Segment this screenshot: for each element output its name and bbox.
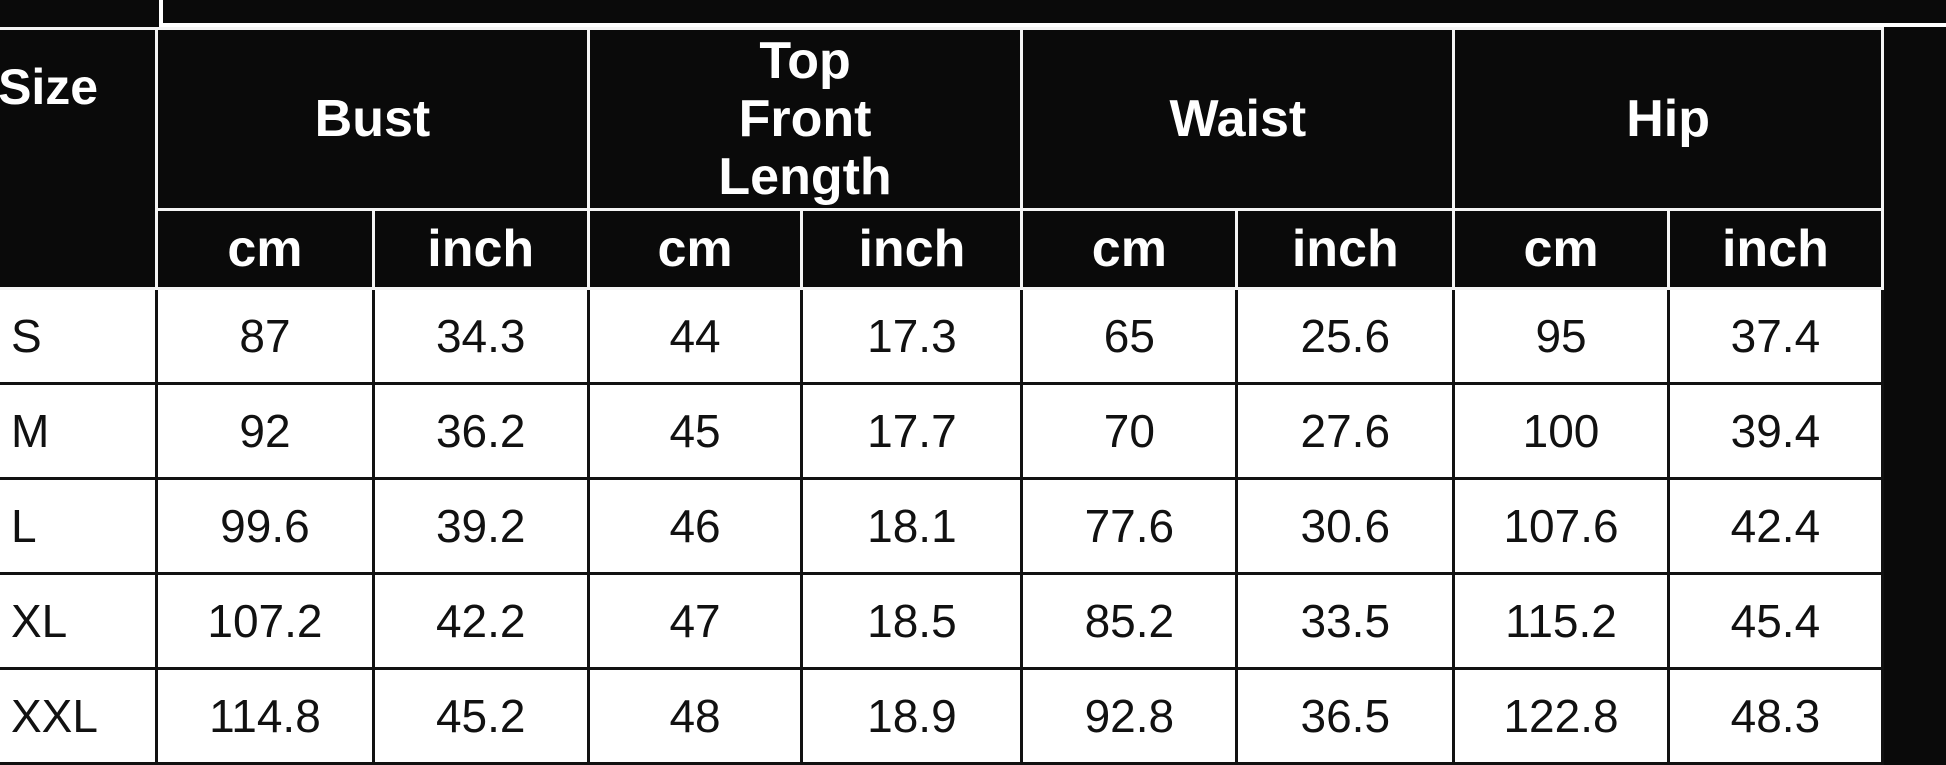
measurement-cell: 39.4 (1666, 382, 1885, 480)
top-banner-strip (159, 0, 1946, 27)
measurement-cell: 18.1 (800, 477, 1024, 575)
measurement-cell: 25.6 (1235, 287, 1456, 385)
group-header-waist: Waist (1020, 27, 1456, 211)
size-cell: M (0, 382, 159, 480)
unit-header-cm: cm (1452, 208, 1670, 290)
measurement-cell: 48 (586, 667, 804, 765)
unit-header-row: cm inch cm inch cm inch cm inch (0, 208, 1885, 290)
measurement-cell: 87 (155, 287, 375, 385)
unit-header-inch: inch (1666, 208, 1885, 290)
group-header-label: Top Front Length (718, 32, 892, 206)
measurement-cell: 18.9 (800, 667, 1024, 765)
measurement-cell: 107.2 (155, 572, 375, 670)
measurement-cell: 92 (155, 382, 375, 480)
measurement-cell: 17.3 (800, 287, 1024, 385)
measurement-cell: 92.8 (1020, 667, 1239, 765)
measurement-cell: 37.4 (1666, 287, 1885, 385)
measurement-cell: 107.6 (1452, 477, 1670, 575)
measurement-cell: 114.8 (155, 667, 375, 765)
size-cell: XXL (0, 667, 159, 765)
measurement-cell: 44 (586, 287, 804, 385)
measurement-cell: 46 (586, 477, 804, 575)
measurement-cell: 36.5 (1235, 667, 1456, 765)
measurement-cell: 95 (1452, 287, 1670, 385)
size-cell: S (0, 287, 159, 385)
measurement-cell: 42.4 (1666, 477, 1885, 575)
unit-header-cm: cm (1020, 208, 1239, 290)
table-row: L 99.6 39.2 46 18.1 77.6 30.6 107.6 42.4 (0, 477, 1885, 575)
measurement-cell: 85.2 (1020, 572, 1239, 670)
measurement-cell: 39.2 (371, 477, 590, 575)
measurement-cell: 18.5 (800, 572, 1024, 670)
unit-header-inch: inch (371, 208, 590, 290)
group-header-hip: Hip (1452, 27, 1884, 211)
measurement-cell: 27.6 (1235, 382, 1456, 480)
group-header-bust: Bust (155, 27, 590, 211)
measurement-cell: 77.6 (1020, 477, 1239, 575)
size-cell: L (0, 477, 159, 575)
table-row: M 92 36.2 45 17.7 70 27.6 100 39.4 (0, 382, 1885, 480)
measurement-cell: 115.2 (1452, 572, 1670, 670)
table-row: XL 107.2 42.2 47 18.5 85.2 33.5 115.2 45.4 (0, 572, 1885, 670)
measurement-cell: 17.7 (800, 382, 1024, 480)
measurement-cell: 36.2 (371, 382, 590, 480)
measurement-cell: 70 (1020, 382, 1239, 480)
measurement-cell: 122.8 (1452, 667, 1670, 765)
unit-header-cm: cm (155, 208, 375, 290)
group-header-top-front-length: Top Front Length (586, 27, 1024, 211)
measurement-cell: 33.5 (1235, 572, 1456, 670)
measurement-cell: 48.3 (1666, 667, 1885, 765)
measurement-cell: 45.4 (1666, 572, 1885, 670)
size-cell: XL (0, 572, 159, 670)
measurement-cell: 65 (1020, 287, 1239, 385)
measurement-cell: 34.3 (371, 287, 590, 385)
size-header: Size (0, 27, 159, 290)
measurement-cell: 100 (1452, 382, 1670, 480)
measurement-cell: 42.2 (371, 572, 590, 670)
unit-header-inch: inch (1235, 208, 1456, 290)
unit-header-cm: cm (586, 208, 804, 290)
size-chart-table: Size Bust Top Front Length Waist Hip cm … (0, 27, 1885, 765)
measurement-cell: 99.6 (155, 477, 375, 575)
table-row: XXL 114.8 45.2 48 18.9 92.8 36.5 122.8 48.3 (0, 667, 1885, 765)
measurement-cell: 45.2 (371, 667, 590, 765)
measurement-cell: 30.6 (1235, 477, 1456, 575)
measurement-cell: 45 (586, 382, 804, 480)
unit-header-inch: inch (800, 208, 1024, 290)
measurement-cell: 47 (586, 572, 804, 670)
table-row: S 87 34.3 44 17.3 65 25.6 95 37.4 (0, 287, 1885, 385)
group-header-row: Size Bust Top Front Length Waist Hip (0, 27, 1884, 290)
